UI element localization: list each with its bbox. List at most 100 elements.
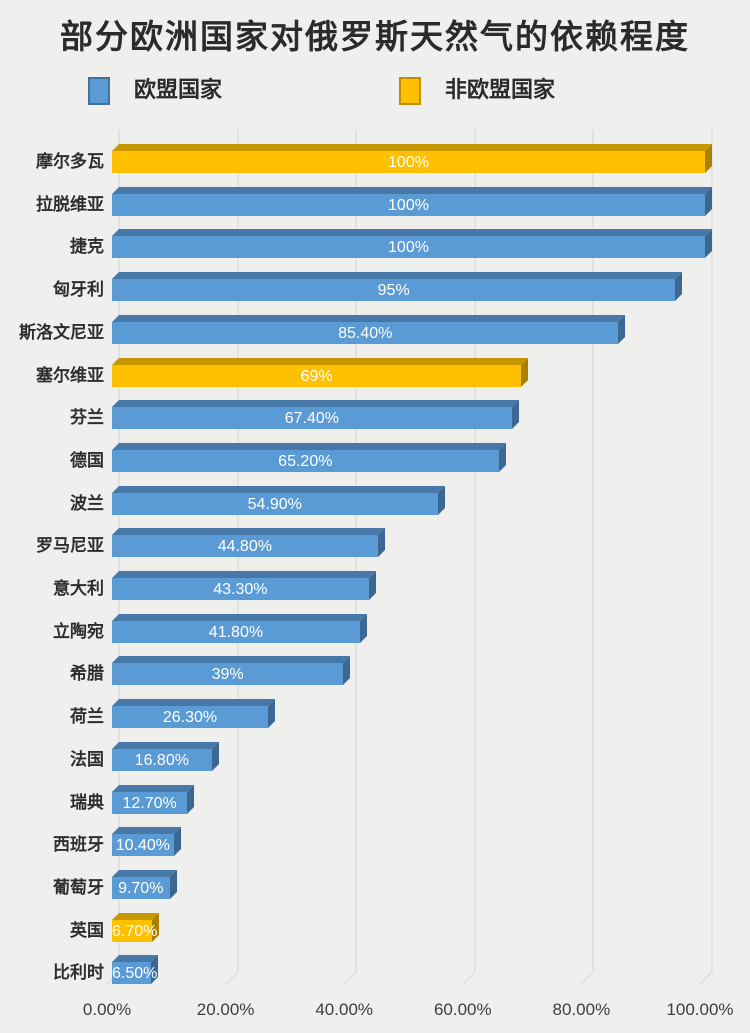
bar-eu: 16.80% (112, 741, 219, 771)
bar-eu: 9.70% (112, 869, 177, 899)
bar-value-label: 65.20% (278, 452, 333, 470)
bar-eu: 44.80% (112, 528, 385, 558)
bar-eu: 39% (112, 656, 351, 686)
bar-face (112, 449, 499, 472)
bar-face (112, 791, 188, 814)
bar-top-bevel (112, 699, 275, 707)
bar-eu: 43.30% (112, 571, 376, 600)
bar-top-bevel (112, 571, 376, 578)
bar-side-bevel (173, 827, 181, 857)
country-label: 立陶宛 (53, 621, 104, 641)
bar-face (112, 962, 151, 985)
bar-eu: 54.90% (112, 485, 445, 515)
country-label: 葡萄牙 (53, 877, 104, 897)
bar-top-bevel (112, 528, 385, 536)
gridline (711, 130, 713, 972)
bar-eu: 85.40% (112, 314, 626, 344)
bar-value-label: 100% (388, 196, 429, 214)
bar-face (112, 663, 344, 686)
bar-face (112, 748, 212, 771)
gridline-foot (699, 971, 713, 985)
bar-value-label: 44.80% (217, 538, 272, 556)
bar-face (112, 706, 268, 729)
bar-top-bevel (112, 400, 519, 408)
country-label: 波兰 (70, 493, 104, 513)
bar-value-label: 67.40% (284, 410, 339, 428)
bar-top-bevel (112, 784, 195, 792)
gridline (592, 130, 595, 972)
country-label: 摩尔多瓦 (36, 152, 104, 171)
bar-side-bevel (368, 571, 376, 600)
bar-eu: 12.70% (112, 784, 195, 814)
bar-top-bevel (112, 442, 506, 450)
bar-eu: 26.30% (112, 699, 275, 729)
bar-side-bevel (521, 357, 529, 387)
bar-value-label: 41.80% (208, 623, 264, 641)
gridline-foot (224, 971, 239, 985)
bar-side-bevel (377, 528, 385, 558)
bar-face (112, 620, 360, 643)
bar-value-label: 26.30% (162, 709, 218, 727)
bar-value-label: 12.70% (122, 794, 177, 812)
country-label: 希腊 (70, 664, 104, 684)
bar-face (112, 876, 170, 899)
gridline-foot (580, 971, 595, 985)
country-label: 西班牙 (53, 835, 104, 855)
bar-top-bevel (112, 272, 683, 280)
bar-eu: 100% (112, 186, 712, 216)
chart-title: 部分欧洲国家对俄罗斯天然气的依赖程度 (60, 20, 690, 56)
bar-value-label: 69% (300, 367, 333, 385)
country-label: 瑞典 (70, 792, 104, 812)
bar-non_eu: 69% (112, 357, 529, 387)
legend-label-non-eu: 非欧盟国家 (445, 77, 556, 102)
bar-eu: 6.50% (112, 955, 158, 985)
bar-side-bevel (267, 699, 275, 729)
bar-top-bevel (112, 186, 712, 194)
bar-eu: 10.40% (112, 827, 181, 857)
bar-eu: 41.80% (112, 613, 367, 643)
bar-top-bevel (112, 229, 712, 237)
legend-label-eu: 欧盟国家 (134, 77, 223, 102)
country-label: 芬兰 (70, 408, 104, 428)
bar-top-bevel (112, 314, 626, 322)
bar-value-label: 39% (211, 666, 244, 684)
x-axis-tick-label: 80.00% (552, 1000, 611, 1019)
bar-face (112, 236, 705, 259)
country-label: 拉脱维亚 (36, 194, 104, 214)
x-axis-tick-label: 40.00% (315, 1000, 374, 1019)
bar-value-label: 100% (388, 154, 429, 171)
x-axis-tick-label: 0.00% (82, 1000, 132, 1019)
bar-face (112, 578, 369, 600)
bar-face (112, 151, 705, 173)
country-label: 斯洛文尼亚 (19, 322, 104, 342)
bar-eu: 95% (112, 272, 683, 302)
country-label: 匈牙利 (53, 280, 104, 300)
bar-eu: 65.20% (112, 442, 506, 472)
bar-value-label: 85.40% (338, 324, 393, 342)
country-label: 罗马尼亚 (36, 536, 104, 556)
country-label: 荷兰 (70, 707, 104, 727)
bar-eu: 100% (112, 229, 712, 259)
bar-side-bevel (675, 272, 683, 302)
bar-face (112, 321, 619, 344)
eu-color-swatch (88, 77, 110, 105)
bar-eu: 67.40% (112, 400, 519, 430)
bar-non_eu: 6.70% (112, 912, 159, 942)
gridline-foot (462, 971, 476, 985)
bar-top-bevel (112, 485, 445, 493)
bar-face (112, 279, 676, 302)
bar-face (112, 492, 438, 515)
bar-top-bevel (112, 869, 177, 877)
bar-value-label: 95% (377, 282, 410, 300)
bar-top-bevel (112, 144, 712, 151)
x-axis-tick-label: 100.00% (666, 1000, 734, 1019)
bar-side-bevel (511, 400, 519, 430)
bar-value-label: 100% (388, 239, 429, 257)
gridline (473, 130, 476, 972)
bar-top-bevel (112, 741, 219, 749)
bar-face (112, 364, 522, 387)
bar-value-label: 10.40% (115, 837, 170, 855)
bar-value-label: 9.70% (118, 879, 164, 897)
bar-top-bevel (112, 827, 181, 835)
